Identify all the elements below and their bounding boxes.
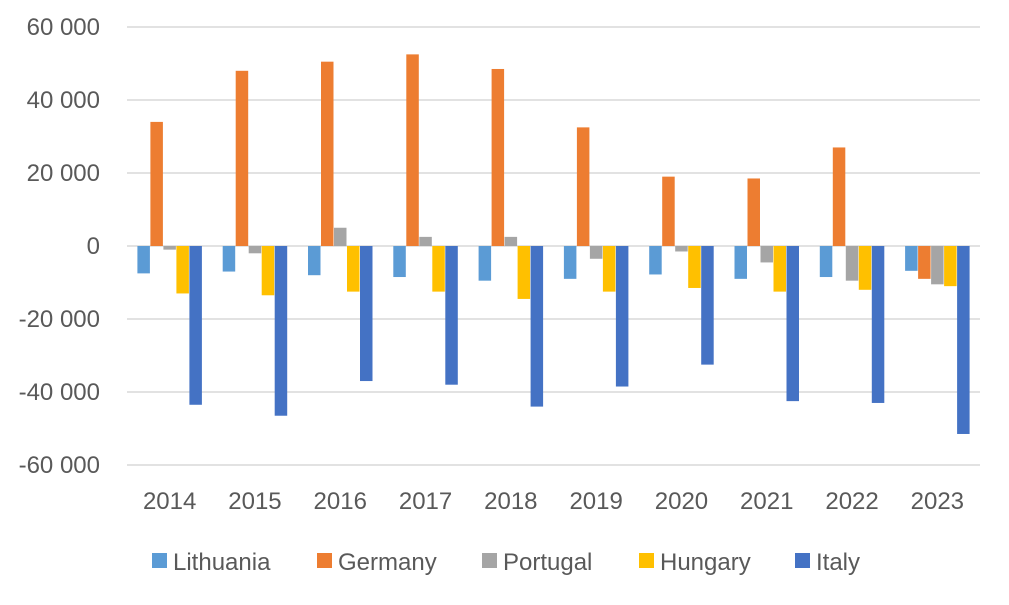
y-tick-label: -40 000 xyxy=(19,379,100,406)
bar-lithuania-2020 xyxy=(649,246,662,275)
bar-germany-2020 xyxy=(662,176,675,246)
bar-hungary-2017 xyxy=(432,246,445,292)
bar-germany-2021 xyxy=(747,178,760,246)
x-tick-label: 2018 xyxy=(484,488,537,515)
bar-portugal-2018 xyxy=(504,236,518,246)
bars xyxy=(137,54,970,434)
bar-hungary-2023 xyxy=(944,246,957,287)
legend: Lithuania Germany Portugal Hungary Italy xyxy=(152,549,860,576)
bar-portugal-2017 xyxy=(419,236,432,246)
legend-item-portugal: Portugal xyxy=(482,549,592,576)
bar-lithuania-2015 xyxy=(222,246,236,272)
bar-hungary-2021 xyxy=(773,246,786,292)
legend-label: Hungary xyxy=(660,549,751,576)
bar-lithuania-2022 xyxy=(819,246,833,278)
legend-label: Italy xyxy=(816,549,860,576)
legend-swatch xyxy=(639,553,654,568)
legend-swatch xyxy=(795,553,810,568)
y-tick-label: 40 000 xyxy=(27,87,100,114)
bar-lithuania-2014 xyxy=(137,246,150,274)
x-tick-label: 2017 xyxy=(399,488,452,515)
bar-hungary-2014 xyxy=(176,246,189,294)
bar-lithuania-2017 xyxy=(393,246,406,278)
bar-italy-2022 xyxy=(871,246,885,403)
bar-hungary-2019 xyxy=(602,246,616,292)
bar-hungary-2018 xyxy=(517,246,531,299)
bar-portugal-2022 xyxy=(845,246,859,281)
y-tick-label: -60 000 xyxy=(19,452,100,479)
bar-portugal-2015 xyxy=(248,246,262,254)
bar-hungary-2015 xyxy=(261,246,275,296)
x-tick-label: 2020 xyxy=(655,488,708,515)
x-tick-label: 2014 xyxy=(143,488,196,515)
x-axis-tick-labels: 2014 2015 2016 2017 2018 2019 2020 2021 2022 2023 xyxy=(143,488,964,515)
bar-germany-2023 xyxy=(918,246,931,279)
legend-label: Germany xyxy=(338,549,437,576)
bar-lithuania-2018 xyxy=(478,246,492,281)
bar-germany-2018 xyxy=(491,68,505,246)
legend-item-italy: Italy xyxy=(795,549,860,576)
bar-italy-2023 xyxy=(957,246,970,434)
x-tick-label: 2022 xyxy=(825,488,878,515)
bar-hungary-2016 xyxy=(347,246,360,292)
bar-lithuania-2019 xyxy=(563,246,577,279)
bar-italy-2016 xyxy=(360,246,373,382)
bar-portugal-2016 xyxy=(334,227,347,246)
bar-germany-2015 xyxy=(235,70,249,246)
bar-portugal-2023 xyxy=(931,246,944,285)
bar-italy-2014 xyxy=(189,246,202,405)
bar-italy-2018 xyxy=(530,246,544,407)
legend-item-germany: Germany xyxy=(317,549,437,576)
bar-italy-2020 xyxy=(701,246,714,365)
y-tick-label: 0 xyxy=(87,233,100,260)
x-tick-label: 2016 xyxy=(314,488,367,515)
x-tick-label: 2023 xyxy=(911,488,964,515)
x-tick-label: 2019 xyxy=(569,488,622,515)
bar-germany-2017 xyxy=(406,54,419,246)
bar-portugal-2019 xyxy=(589,246,603,259)
bar-germany-2022 xyxy=(832,147,846,246)
bar-italy-2017 xyxy=(445,246,458,385)
bar-lithuania-2023 xyxy=(905,246,918,271)
y-tick-label: 60 000 xyxy=(27,14,100,41)
legend-label: Lithuania xyxy=(173,549,271,576)
bar-italy-2019 xyxy=(615,246,629,387)
bar-germany-2016 xyxy=(321,61,334,246)
legend-item-hungary: Hungary xyxy=(639,549,751,576)
legend-swatch xyxy=(482,553,497,568)
legend-item-lithuania: Lithuania xyxy=(152,549,271,576)
bar-portugal-2014 xyxy=(163,246,176,250)
bar-hungary-2022 xyxy=(858,246,872,290)
x-tick-label: 2015 xyxy=(228,488,281,515)
x-tick-label: 2021 xyxy=(740,488,793,515)
bar-italy-2015 xyxy=(274,246,288,416)
legend-swatch xyxy=(317,553,332,568)
legend-swatch xyxy=(152,553,167,568)
bar-portugal-2021 xyxy=(760,246,773,263)
bar-lithuania-2016 xyxy=(308,246,321,276)
y-axis-tick-labels: 60 000 40 000 20 000 0 -20 000 -40 000 -60 000 xyxy=(19,14,100,479)
bar-germany-2014 xyxy=(150,121,163,246)
y-tick-label: 20 000 xyxy=(27,160,100,187)
bar-lithuania-2021 xyxy=(734,246,747,279)
y-tick-label: -20 000 xyxy=(19,306,100,333)
bar-italy-2021 xyxy=(786,246,799,402)
bar-germany-2019 xyxy=(576,127,590,246)
bar-portugal-2020 xyxy=(675,246,688,252)
legend-label: Portugal xyxy=(503,549,592,576)
bar-hungary-2020 xyxy=(688,246,701,288)
